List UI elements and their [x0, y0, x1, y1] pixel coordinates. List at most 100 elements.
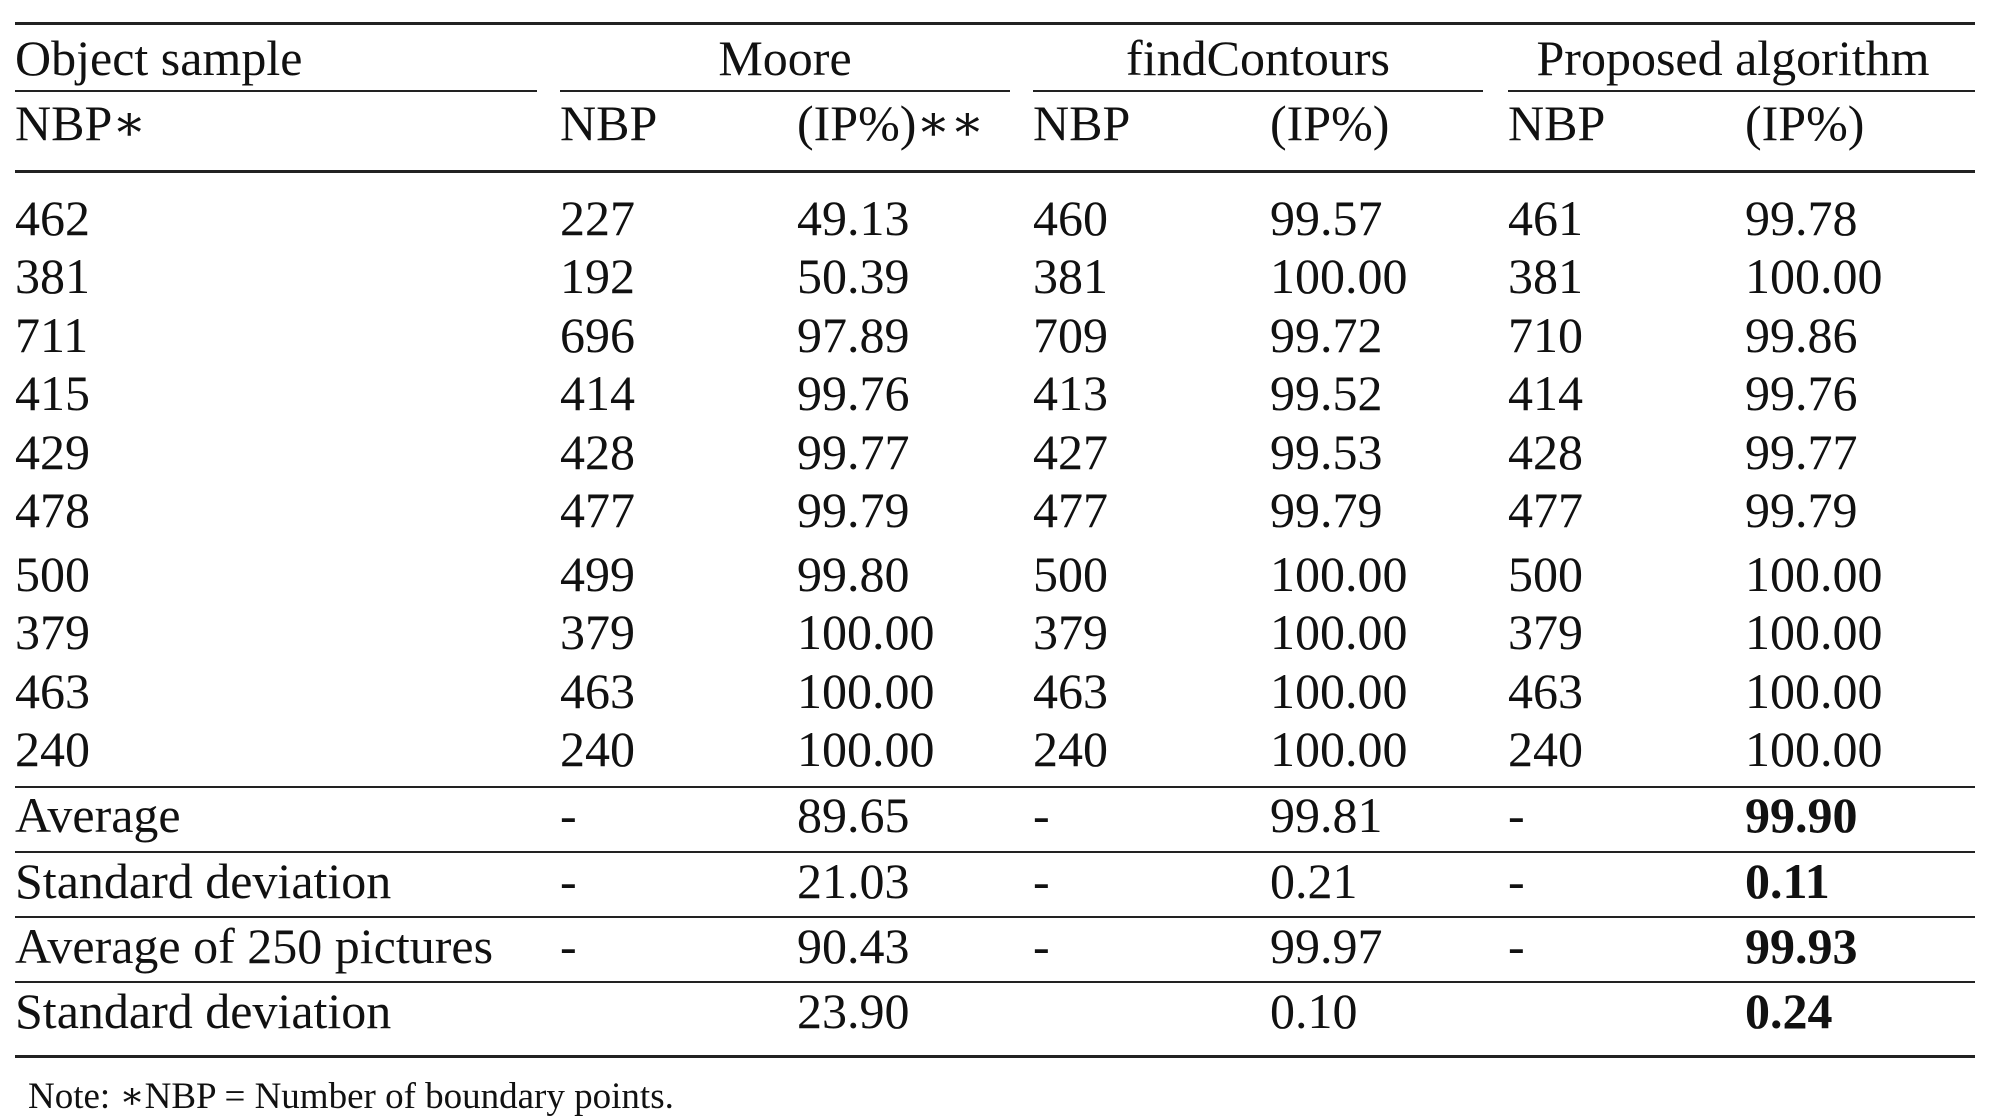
table-cell: 100.00: [1745, 604, 1883, 660]
table-cell: 99.57: [1270, 190, 1383, 246]
top-rule: [15, 22, 1975, 25]
table-cell: 99.76: [797, 365, 910, 421]
table-cell: 462: [15, 190, 90, 246]
table-cell: 414: [560, 365, 635, 421]
table-cell: 100.00: [1745, 546, 1883, 602]
table-cell: 477: [1508, 482, 1583, 538]
table-cell: 99.77: [1745, 424, 1858, 480]
table-cell: 100.00: [1270, 663, 1408, 719]
table-cell: 99.79: [1270, 482, 1383, 538]
table-cell: 240: [560, 721, 635, 777]
sub-header-proposed-nbp: NBP: [1508, 95, 1606, 151]
summary-cell: -: [560, 853, 577, 909]
summary-cell-best: 99.93: [1745, 918, 1858, 974]
table-cell: 99.52: [1270, 365, 1383, 421]
summary-cell-best: 0.24: [1745, 983, 1833, 1039]
table-cell: 428: [560, 424, 635, 480]
summary-cell-best: 0.11: [1745, 853, 1830, 909]
table-cell: 500: [1508, 546, 1583, 602]
underline-moore: [560, 90, 1010, 92]
table-cell: 379: [15, 604, 90, 660]
table-cell: 100.00: [797, 604, 935, 660]
table-cell: 461: [1508, 190, 1583, 246]
table-cell: 500: [1033, 546, 1108, 602]
summary-rule: [15, 786, 1975, 788]
table-cell: 99.77: [797, 424, 910, 480]
table-cell: 711: [15, 307, 89, 363]
summary-cell: 89.65: [797, 787, 910, 843]
table-cell: 477: [1033, 482, 1108, 538]
summary-label-average-250: Average of 250 pictures: [15, 918, 494, 974]
table-cell: 500: [15, 546, 90, 602]
table-cell: 240: [1033, 721, 1108, 777]
table-cell: 99.80: [797, 546, 910, 602]
sub-header-nbp-sample: NBP∗: [15, 95, 147, 151]
table-cell: 381: [15, 248, 90, 304]
table-cell: 100.00: [1745, 663, 1883, 719]
summary-cell: 23.90: [797, 983, 910, 1039]
sub-header-proposed-ip: (IP%): [1745, 95, 1865, 151]
table-cell: 381: [1033, 248, 1108, 304]
table-cell: 427: [1033, 424, 1108, 480]
summary-cell: -: [560, 918, 577, 974]
table-cell: 413: [1033, 365, 1108, 421]
summary-cell: -: [1033, 787, 1050, 843]
table-cell: 50.39: [797, 248, 910, 304]
summary-cell-best: 99.90: [1745, 787, 1858, 843]
table-cell: 99.76: [1745, 365, 1858, 421]
summary-cell: -: [1508, 853, 1525, 909]
underline-object-sample: [15, 90, 537, 92]
summary-cell: 0.10: [1270, 983, 1358, 1039]
table-cell: 99.79: [1745, 482, 1858, 538]
summary-cell: 90.43: [797, 918, 910, 974]
table-cell: 463: [1508, 663, 1583, 719]
table-cell: 381: [1508, 248, 1583, 304]
summary-cell: 21.03: [797, 853, 910, 909]
table-cell: 100.00: [1270, 248, 1408, 304]
summary-cell: 99.81: [1270, 787, 1383, 843]
table-cell: 100.00: [1745, 721, 1883, 777]
summary-cell: -: [1033, 853, 1050, 909]
table-cell: 99.53: [1270, 424, 1383, 480]
table-cell: 240: [15, 721, 90, 777]
table-cell: 379: [1508, 604, 1583, 660]
summary-rule: [15, 916, 1975, 918]
table-cell: 499: [560, 546, 635, 602]
sub-header-findcontours-nbp: NBP: [1033, 95, 1131, 151]
summary-label-std-250: Standard deviation: [15, 983, 392, 1039]
table-cell: 99.86: [1745, 307, 1858, 363]
group-header-moore: Moore: [718, 30, 852, 86]
table-cell: 463: [1033, 663, 1108, 719]
table-cell: 100.00: [1270, 721, 1408, 777]
bottom-rule: [15, 1055, 1975, 1058]
summary-cell: -: [1508, 787, 1525, 843]
sub-header-moore-ip: (IP%)∗∗: [797, 95, 985, 151]
table-cell: 192: [560, 248, 635, 304]
table-cell: 429: [15, 424, 90, 480]
table-cell: 97.89: [797, 307, 910, 363]
underline-proposed: [1508, 90, 1975, 92]
group-header-proposed: Proposed algorithm: [1536, 30, 1930, 86]
summary-cell: -: [1033, 918, 1050, 974]
object-sample-header: Object sample: [15, 30, 303, 86]
table-cell: 99.79: [797, 482, 910, 538]
summary-rule: [15, 981, 1975, 983]
table-cell: 477: [560, 482, 635, 538]
table-cell: 100.00: [797, 663, 935, 719]
summary-cell: -: [560, 787, 577, 843]
table-cell: 99.72: [1270, 307, 1383, 363]
table-cell: 100.00: [1745, 248, 1883, 304]
summary-cell: 0.21: [1270, 853, 1358, 909]
table-cell: 100.00: [797, 721, 935, 777]
table-cell: 240: [1508, 721, 1583, 777]
table-cell: 428: [1508, 424, 1583, 480]
table-cell: 227: [560, 190, 635, 246]
table-cell: 100.00: [1270, 604, 1408, 660]
sub-header-findcontours-ip: (IP%): [1270, 95, 1390, 151]
underline-findcontours: [1033, 90, 1483, 92]
summary-label-std: Standard deviation: [15, 853, 392, 909]
header-rule: [15, 170, 1975, 173]
table-cell: 463: [15, 663, 90, 719]
table-cell: 414: [1508, 365, 1583, 421]
